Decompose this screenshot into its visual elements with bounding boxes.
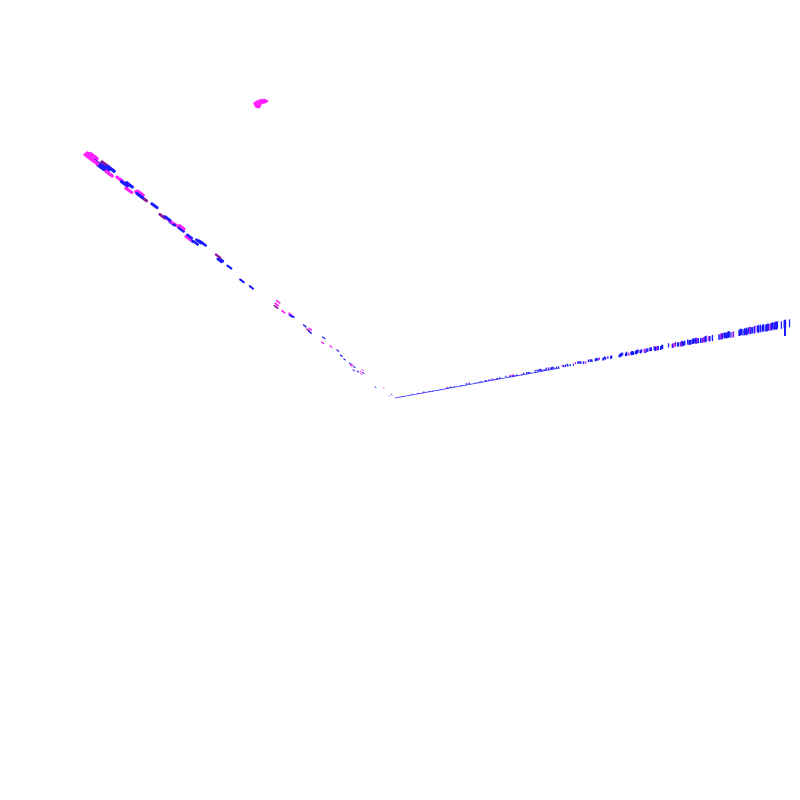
point-segment [178,224,186,231]
point-segment [214,253,222,259]
point-segment [124,186,134,195]
point-segment [163,215,172,222]
point-segment [390,393,393,396]
point-segment [361,369,364,372]
point-segment [274,302,280,307]
point-segment [248,285,255,290]
point-segment [136,189,145,197]
point-segment [124,181,134,189]
point-segment [360,372,363,375]
point-segment [362,372,365,374]
point-segment [185,233,194,240]
point-segment [321,336,326,340]
point-segment [352,369,355,372]
point-segment [226,264,233,270]
point-segment [308,330,312,334]
point-segment [339,354,343,357]
point-segment [336,349,340,352]
point-segment [273,304,279,309]
point-segment [239,278,245,284]
point-segment [356,370,360,373]
point-cluster [253,98,269,109]
point-segment [106,164,116,173]
point-segment [350,363,354,366]
point-segment [89,157,100,166]
point-segment [353,365,356,369]
point-segment [177,226,185,233]
point-segment [394,367,561,399]
point-segment [184,235,192,242]
point-segment [150,202,159,210]
point-segment [288,312,293,317]
point-segment [216,257,223,264]
point-segment [85,151,96,160]
point-segment [320,341,325,345]
point-segment [349,364,353,367]
point-segment [100,163,111,172]
point-segment [308,327,313,331]
point-segment [382,387,385,389]
point-segment [96,162,106,172]
point-segment [192,239,200,246]
point-segment [302,324,307,328]
point-segment [281,309,286,314]
point-segment [348,362,352,365]
point-segment [329,345,333,348]
point-cloud [83,98,791,399]
point-segment [195,238,203,245]
point-segment [275,299,281,304]
point-segment [288,314,293,318]
point-segment [374,386,377,388]
point-segment [119,180,129,188]
point-segment [135,191,145,200]
point-segment [359,370,362,373]
point-segment [104,169,114,178]
point-segment [388,395,391,397]
point-segment [343,358,346,361]
